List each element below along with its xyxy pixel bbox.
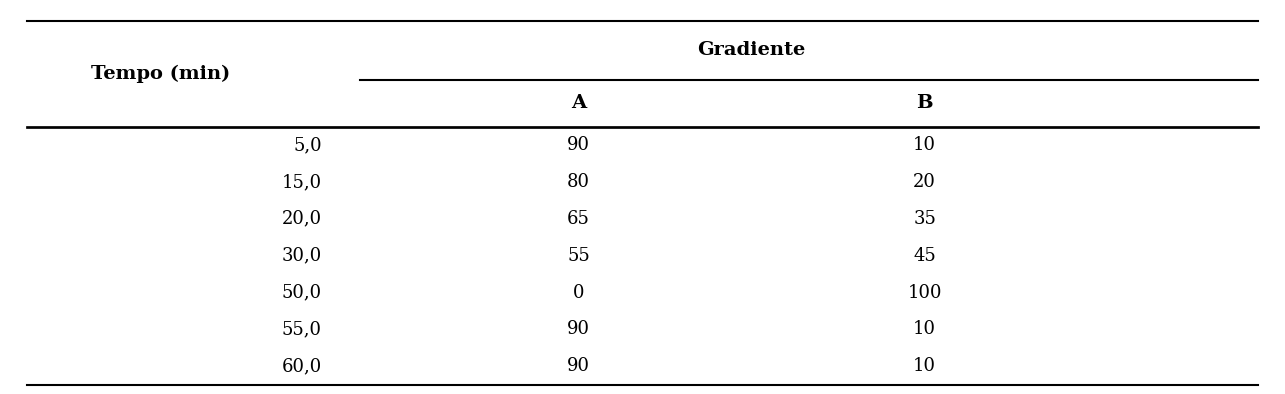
Text: 45: 45 [914,247,935,265]
Text: 80: 80 [567,173,590,191]
Text: 5,0: 5,0 [293,136,323,154]
Text: 90: 90 [567,320,590,338]
Text: 90: 90 [567,136,590,154]
Text: 15,0: 15,0 [281,173,323,191]
Text: 0: 0 [573,284,585,301]
Text: Tempo (min): Tempo (min) [91,65,230,83]
Text: 55: 55 [567,247,590,265]
Text: B: B [916,94,933,112]
Text: 30,0: 30,0 [281,247,323,265]
Text: 65: 65 [567,210,590,228]
Text: 100: 100 [907,284,942,301]
Text: A: A [571,94,586,112]
Text: 20: 20 [914,173,935,191]
Text: 35: 35 [914,210,935,228]
Text: 10: 10 [914,357,935,375]
Text: 10: 10 [914,136,935,154]
Text: 60,0: 60,0 [281,357,323,375]
Text: 50,0: 50,0 [281,284,323,301]
Text: 90: 90 [567,357,590,375]
Text: 10: 10 [914,320,935,338]
Text: 55,0: 55,0 [281,320,323,338]
Text: 20,0: 20,0 [281,210,323,228]
Text: Gradiente: Gradiente [698,41,806,59]
